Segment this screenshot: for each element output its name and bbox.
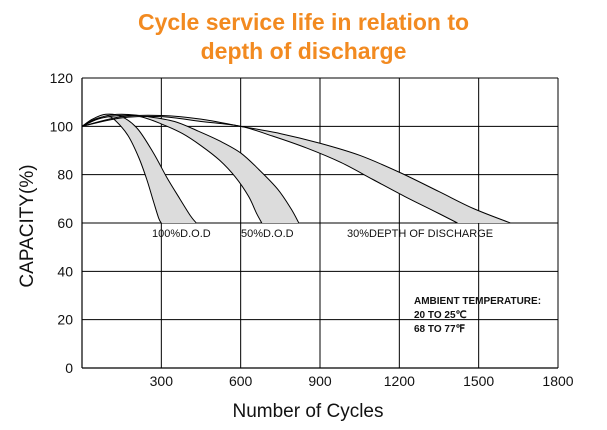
y-axis-title: CAPACITY(%)	[17, 164, 38, 287]
band-0	[82, 114, 197, 223]
y-tick-label-100: 100	[50, 118, 74, 134]
lower-curve-2	[81, 115, 458, 224]
y-tick-label-0: 0	[65, 360, 73, 376]
band-1	[82, 114, 299, 223]
curve-labels: 100%D.O.D 50%D.O.D 30%DEPTH OF DISCHARGE	[152, 228, 493, 240]
curve-bands	[81, 113, 511, 224]
x-tick-label-1200: 1200	[384, 373, 415, 389]
x-tick-label-1500: 1500	[463, 373, 494, 389]
y-tick-label-80: 80	[57, 167, 73, 183]
x-tick-label-1800: 1800	[542, 373, 573, 389]
y-tick-label-120: 120	[50, 70, 74, 86]
curve-label-0: 100%D.O.D	[152, 228, 211, 240]
x-axis-title: Number of Cycles	[233, 401, 384, 422]
tick-labels: 0 20 40 60 80 100 120 300 600 900 1200 1500 1800	[50, 70, 574, 389]
y-tick-label-60: 60	[57, 215, 73, 231]
x-tick-label-300: 300	[150, 373, 174, 389]
x-tick-label-900: 900	[308, 373, 332, 389]
upper-curve-2	[81, 114, 511, 224]
ambient-temperature-note: AMBIENT TEMPERATURE:	[414, 296, 541, 307]
x-tick-label-600: 600	[229, 373, 253, 389]
temperature-celsius-note: 20 TO 25℃	[414, 310, 467, 321]
chart-title-line-1: Cycle service life in relation to	[137, 9, 470, 35]
y-tick-label-20: 20	[57, 312, 73, 328]
curve-label-2: 30%DEPTH OF DISCHARGE	[347, 228, 493, 240]
temperature-fahrenheit-note: 68 TO 77℉	[414, 324, 466, 335]
upper-curve-0	[81, 113, 197, 224]
chart-title-line-2: depth of discharge	[200, 38, 407, 64]
y-tick-label-40: 40	[57, 263, 73, 279]
curve-label-1: 50%D.O.D	[241, 228, 294, 240]
plot-frame	[81, 78, 558, 369]
upper-curve-1	[81, 113, 300, 224]
band-2	[82, 115, 511, 223]
lower-curve-1	[81, 114, 263, 224]
